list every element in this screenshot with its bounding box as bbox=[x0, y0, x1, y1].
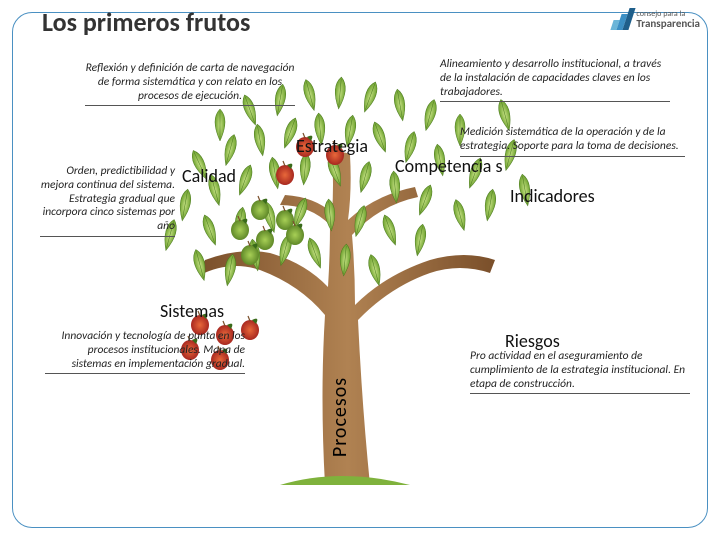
logo-text: consejo para la Transparencia bbox=[636, 10, 700, 29]
caption-mid-right: Medición sistemática de la operación y d… bbox=[460, 126, 685, 157]
logo-icon bbox=[612, 8, 632, 30]
slide-title: Los primeros frutos bbox=[42, 6, 250, 38]
caption-bot-right: Pro actividad en el aseguramiento de cum… bbox=[470, 350, 690, 394]
caption-top-right: Alineamiento y desarrollo institucional,… bbox=[440, 58, 670, 102]
label-competencias: Competencia s bbox=[395, 158, 503, 175]
caption-mid-left: Orden, predictibilidad y mejora continua… bbox=[40, 165, 175, 237]
logo: consejo para la Transparencia bbox=[612, 8, 700, 30]
caption-bot-left: Innovación y tecnología de punta en los … bbox=[45, 330, 245, 374]
label-estrategia: Estrategia bbox=[296, 135, 368, 157]
caption-top-left: Reflexión y definición de carta de naveg… bbox=[85, 62, 295, 106]
label-sistemas: Sistemas bbox=[160, 300, 224, 322]
label-calidad: Calidad bbox=[182, 165, 236, 187]
label-indicadores: Indicadores bbox=[510, 185, 595, 207]
grass bbox=[280, 476, 410, 485]
label-procesos: Procesos bbox=[328, 377, 352, 457]
